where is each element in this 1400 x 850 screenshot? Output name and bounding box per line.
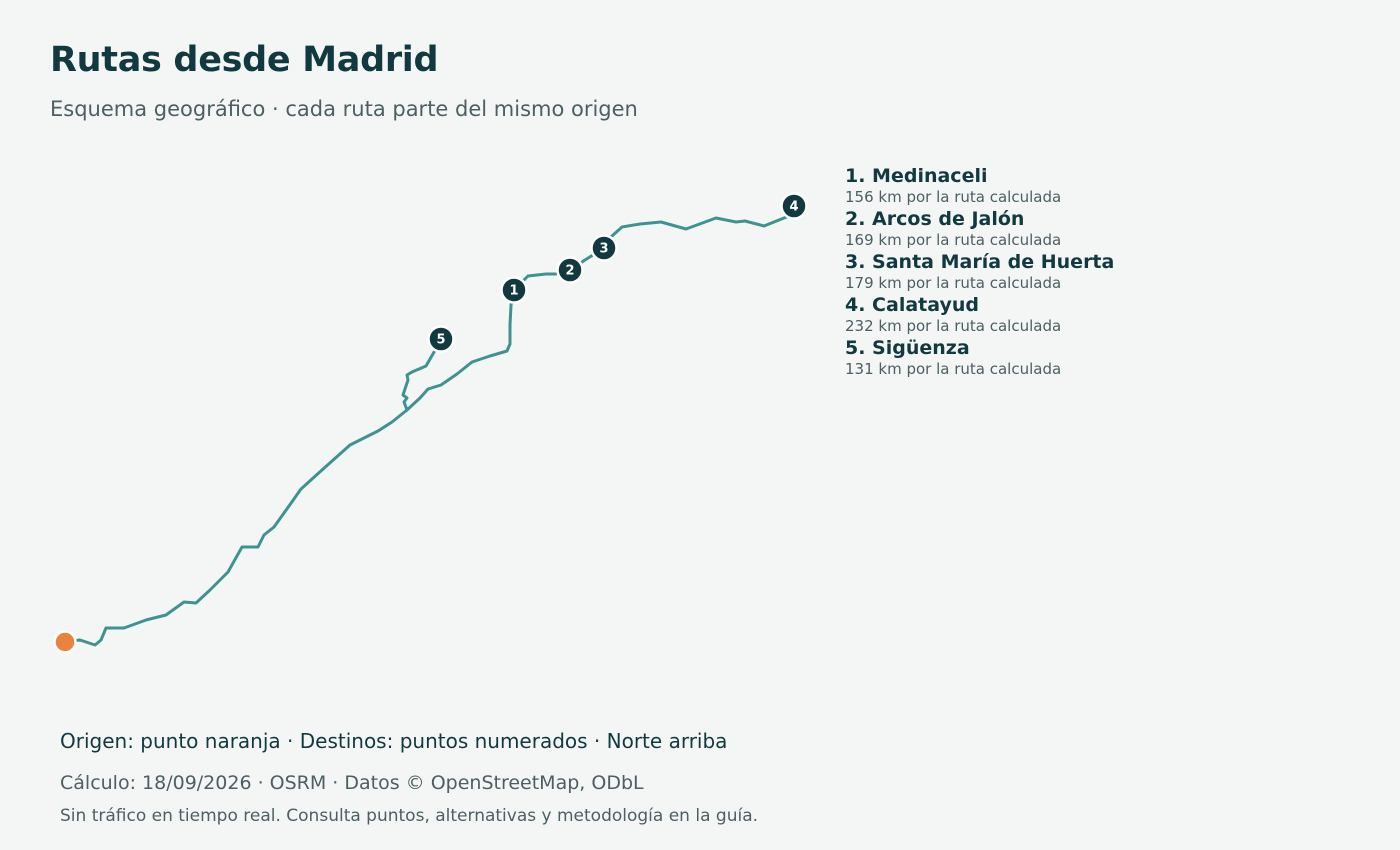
destination-marker-1: 1 [500,276,528,304]
route-trunk [63,408,409,647]
destination-marker-label: 2 [565,264,574,279]
legend-item: 2. Arcos de Jalón 169 km por la ruta cal… [845,207,1365,250]
page-title: Rutas desde Madrid [50,40,439,80]
route-siguenza [401,338,443,412]
legend-item: 3. Santa María de Huerta 179 km por la r… [845,250,1365,293]
destination-marker-3: 3 [590,234,618,262]
legend-item: 4. Calatayud 232 km por la ruta calculad… [845,293,1365,336]
legend-item-detail: 179 km por la ruta calculada [845,274,1062,292]
route-trunk-east [405,288,516,412]
page-subtitle: Esquema geográfico · cada ruta parte del… [50,97,638,121]
legend-item-detail: 169 km por la ruta calculada [845,231,1062,249]
map-key-text: Origen: punto naranja · Destinos: puntos… [60,729,728,753]
destination-marker-label: 3 [599,242,608,257]
legend-item-name: 3. Santa María de Huerta [845,251,1115,273]
calculation-source-text: Cálculo: 18/09/2026 · OSRM · Datos © Ope… [60,772,644,794]
legend-item-name: 1. Medinaceli [845,165,988,187]
destination-marker-label: 1 [509,284,518,299]
destination-marker-label: 5 [436,333,445,348]
legend-item-name: 5. Sigüenza [845,337,970,359]
legend-item-name: 2. Arcos de Jalón [845,208,1025,230]
destination-legend: 1. Medinaceli 156 km por la ruta calcula… [845,164,1365,379]
legend-item-detail: 232 km por la ruta calculada [845,317,1062,335]
legend-item: 5. Sigüenza 131 km por la ruta calculada [845,336,1365,379]
legend-item: 1. Medinaceli 156 km por la ruta calcula… [845,164,1365,207]
destination-marker-label: 4 [789,200,798,215]
route-calatayud [512,212,796,292]
route-lines [63,212,796,647]
legend-item-detail: 156 km por la ruta calculada [845,188,1062,206]
destination-marker-5: 5 [427,325,455,353]
disclaimer-text: Sin tráfico en tiempo real. Consulta pun… [60,806,759,826]
origin-marker [53,630,77,654]
destination-marker-2: 2 [556,256,584,284]
legend-item-name: 4. Calatayud [845,294,979,316]
destination-marker-4: 4 [780,192,808,220]
legend-item-detail: 131 km por la ruta calculada [845,360,1062,378]
